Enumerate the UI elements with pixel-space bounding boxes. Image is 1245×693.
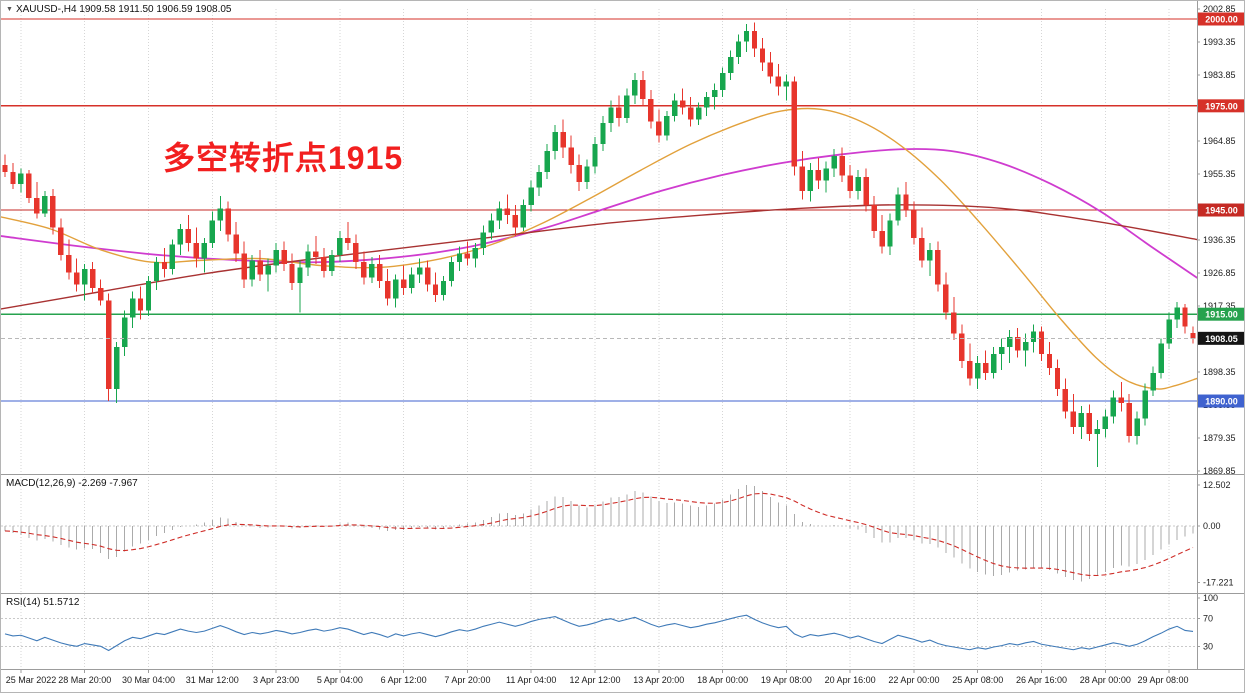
svg-text:100: 100 [1203,593,1218,603]
svg-text:31 Mar 12:00: 31 Mar 12:00 [186,675,239,685]
ma-orange [1,107,1198,390]
svg-text:-17.221: -17.221 [1203,578,1234,588]
svg-text:3 Apr 23:00: 3 Apr 23:00 [253,675,299,685]
collapse-chart-icon[interactable]: ▼ [6,6,13,13]
price-level-badge [1198,331,1244,345]
svg-text:11 Apr 04:00: 11 Apr 04:00 [506,675,556,685]
svg-text:1908.05: 1908.05 [1205,334,1238,344]
svg-text:20 Apr 16:00: 20 Apr 16:00 [825,675,876,685]
panel-separators [1,1,1244,670]
svg-text:22 Apr 00:00: 22 Apr 00:00 [888,675,939,685]
svg-text:1964.85: 1964.85 [1203,136,1236,146]
rsi-panel [1,614,1197,652]
svg-text:18 Apr 00:00: 18 Apr 00:00 [697,675,748,685]
svg-text:1898.35: 1898.35 [1203,367,1236,377]
svg-text:5 Apr 04:00: 5 Apr 04:00 [317,675,363,685]
svg-text:26 Apr 16:00: 26 Apr 16:00 [1016,675,1067,685]
svg-text:12 Apr 12:00: 12 Apr 12:00 [569,675,620,685]
svg-text:29 Apr 08:00: 29 Apr 08:00 [1137,675,1188,685]
svg-text:12.502: 12.502 [1203,480,1231,490]
grid-layer [20,9,1170,669]
axis-badges: 2000.00 1975.00 1945.00 1915.00 1890.00 1908.… [1198,12,1244,408]
symbol-ohlc-text: XAUUSD-,H4 1909.58 1911.50 1906.59 1908.… [15,4,232,15]
svg-text:2002.85: 2002.85 [1203,4,1236,14]
price-level-badge [1198,394,1244,408]
ma-lines [1,107,1198,390]
svg-text:1926.85: 1926.85 [1203,268,1236,278]
macd-panel [1,484,1197,582]
svg-text:19 Apr 08:00: 19 Apr 08:00 [761,675,812,685]
ma-magenta [1,148,1198,279]
symbol-ohlc-title: ▼ XAUUSD-,H4 1909.58 1911.50 1906.59 1908… [6,4,231,15]
svg-text:25 Apr 08:00: 25 Apr 08:00 [952,675,1003,685]
svg-text:1917.35: 1917.35 [1203,301,1236,311]
svg-text:1936.35: 1936.35 [1203,235,1236,245]
svg-text:0.00: 0.00 [1203,521,1221,531]
chart-annotation: 多空转折点1915 [163,140,404,176]
svg-text:2000.00: 2000.00 [1205,15,1238,25]
ma-darkred [1,204,1198,310]
macd-indicator-label: MACD(12,26,9) -2.269 -7.967 [6,478,138,489]
svg-text:1890.00: 1890.00 [1205,397,1238,407]
svg-text:13 Apr 20:00: 13 Apr 20:00 [633,675,684,685]
svg-text:28 Mar 20:00: 28 Mar 20:00 [58,675,111,685]
svg-text:1915.00: 1915.00 [1205,310,1238,320]
svg-text:1993.35: 1993.35 [1203,37,1236,47]
rsi-indicator-label: RSI(14) 51.5712 [6,597,80,608]
svg-text:1975.00: 1975.00 [1205,101,1238,111]
svg-text:1869.85: 1869.85 [1203,466,1236,476]
svg-text:28 Apr 00:00: 28 Apr 00:00 [1080,675,1131,685]
svg-text:1983.85: 1983.85 [1203,70,1236,80]
svg-text:1955.35: 1955.35 [1203,169,1236,179]
svg-text:30: 30 [1203,641,1213,651]
price-level-badge [1198,307,1244,321]
svg-text:6 Apr 12:00: 6 Apr 12:00 [381,675,427,685]
svg-text:7 Apr 20:00: 7 Apr 20:00 [444,675,490,685]
svg-text:70: 70 [1203,614,1213,624]
price-level-badge [1198,99,1244,113]
svg-text:25 Mar 2022: 25 Mar 2022 [6,675,57,685]
price-level-badge [1198,12,1244,26]
time-axis[interactable]: 25 Mar 2022 28 Mar 20:00 30 Mar 04:00 31 Ma… [6,669,1189,686]
rsi-line [4,614,1194,652]
svg-text:1879.35: 1879.35 [1203,433,1236,443]
svg-text:1945.00: 1945.00 [1205,206,1238,216]
price-level-badge [1198,203,1244,217]
macd-signal-line [4,492,1194,577]
svg-text:30 Mar 04:00: 30 Mar 04:00 [122,675,175,685]
candles-layer [2,22,1196,468]
